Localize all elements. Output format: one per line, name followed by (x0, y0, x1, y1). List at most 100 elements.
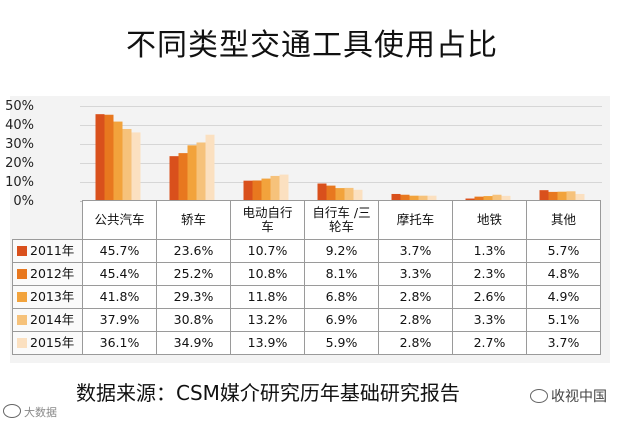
data-label: 13.9% (230, 331, 305, 355)
table-row: 2011年 45.7% 23.6% 10.7% 9.2% 3.7% 1.3% 5.7% (12, 239, 601, 263)
legend-label: 2014年 (30, 312, 75, 327)
data-label: 10.8% (230, 262, 305, 286)
x-tick-label-line: 其他 (550, 212, 576, 227)
x-tick-label-line: 车 (261, 219, 274, 234)
bar (391, 193, 401, 201)
legend-label: 2012年 (30, 266, 75, 281)
bar (566, 191, 576, 201)
data-label: 45.7% (82, 239, 157, 263)
bar (196, 142, 206, 201)
x-tick-label: 自行车 /三 轮车 (304, 200, 379, 240)
wechat-icon (530, 389, 548, 403)
bar (483, 196, 493, 201)
bar (418, 195, 428, 201)
bar (243, 180, 253, 201)
bar (187, 145, 197, 201)
bar (492, 194, 502, 201)
legend-swatch (17, 338, 27, 348)
x-tick-label-line: 轮车 (328, 219, 354, 234)
x-tick-label: 地铁 (452, 200, 527, 240)
legend-entry: 2013年 (12, 285, 83, 309)
legend-label: 2011年 (30, 243, 75, 258)
table-row: 2012年 45.4% 25.2% 10.8% 8.1% 3.3% 2.3% 4.8% (12, 262, 601, 286)
legend-swatch (17, 246, 27, 256)
data-label: 2.7% (452, 331, 527, 355)
bar (501, 195, 511, 201)
data-label: 8.1% (304, 262, 379, 286)
legend-label: 2015年 (30, 335, 75, 350)
bar (169, 156, 179, 201)
bar (409, 195, 419, 201)
table-row: 2014年 37.9% 30.8% 13.2% 6.9% 2.8% 3.3% 5.1% (12, 308, 601, 332)
bar (95, 114, 105, 201)
bar (317, 183, 327, 201)
legend-swatch (17, 315, 27, 325)
x-tick-label: 轿车 (156, 200, 231, 240)
bar (335, 188, 345, 201)
bar (353, 189, 363, 201)
bar (252, 180, 262, 201)
data-label: 13.2% (230, 308, 305, 332)
data-label: 4.8% (526, 262, 601, 286)
table-corner (12, 200, 83, 240)
data-label: 41.8% (82, 285, 157, 309)
x-tick-label-line: 轿车 (180, 212, 206, 227)
x-tick-label-line: 电动自行 (242, 205, 293, 220)
bar (178, 153, 188, 201)
bar (326, 185, 336, 201)
watermark-right: 收视中国 (530, 386, 607, 406)
bar (539, 190, 549, 201)
data-label: 36.1% (82, 331, 157, 355)
watermark-right-text: 收视中国 (551, 389, 607, 405)
bar (270, 175, 280, 201)
bar (474, 196, 484, 201)
data-label: 5.9% (304, 331, 379, 355)
table-row: 2013年 41.8% 29.3% 11.8% 6.8% 2.8% 2.6% 4.9% (12, 285, 601, 309)
bar (104, 114, 114, 201)
legend-swatch (17, 292, 27, 302)
data-label: 25.2% (156, 262, 231, 286)
bar (131, 132, 141, 201)
gridline (80, 144, 602, 145)
watermark-left-text: 大数据 (24, 406, 57, 419)
data-label: 6.8% (304, 285, 379, 309)
data-label: 2.8% (378, 308, 453, 332)
data-label: 37.9% (82, 308, 157, 332)
bar (113, 121, 123, 201)
data-label: 3.7% (526, 331, 601, 355)
y-tick-label: 20% (5, 156, 34, 171)
legend-entry: 2012年 (12, 262, 83, 286)
bar (548, 191, 558, 201)
bar (261, 178, 271, 201)
source-note: 数据来源：CSM媒介研究历年基础研究报告 (76, 381, 460, 405)
data-label: 4.9% (526, 285, 601, 309)
bar (122, 128, 132, 201)
bar (575, 193, 585, 201)
x-tick-label: 公共汽车 (82, 200, 157, 240)
x-tick-label: 其他 (526, 200, 601, 240)
x-tick-label-line: 摩托车 (396, 212, 435, 227)
x-tick-label-line: 公共汽车 (94, 212, 145, 227)
bar (427, 195, 437, 201)
bar (557, 191, 567, 201)
table-header-row: 公共汽车 轿车 电动自行车自行车 /三 轮车 摩托车 地铁 其他 (12, 200, 601, 240)
table-row: 2015年 36.1% 34.9% 13.9% 5.9% 2.8% 2.7% 3.7% (12, 331, 601, 355)
gridline (80, 163, 602, 164)
x-tick-label: 电动自行车 (230, 200, 305, 240)
data-table: 公共汽车 轿车 电动自行车自行车 /三 轮车 摩托车 地铁 其他 2011年 45.7% 23.6… (12, 200, 601, 355)
watermark-left: 大数据 (3, 404, 57, 420)
gridline (80, 106, 602, 107)
data-label: 30.8% (156, 308, 231, 332)
data-label: 29.3% (156, 285, 231, 309)
gridline (80, 125, 602, 126)
bar (400, 194, 410, 201)
data-label: 3.3% (378, 262, 453, 286)
y-tick-label: 40% (5, 118, 34, 133)
data-label: 2.6% (452, 285, 527, 309)
data-label: 34.9% (156, 331, 231, 355)
data-label: 1.3% (452, 239, 527, 263)
data-label: 2.8% (378, 285, 453, 309)
data-label: 3.3% (452, 308, 527, 332)
legend-entry: 2011年 (12, 239, 83, 263)
legend-label: 2013年 (30, 289, 75, 304)
